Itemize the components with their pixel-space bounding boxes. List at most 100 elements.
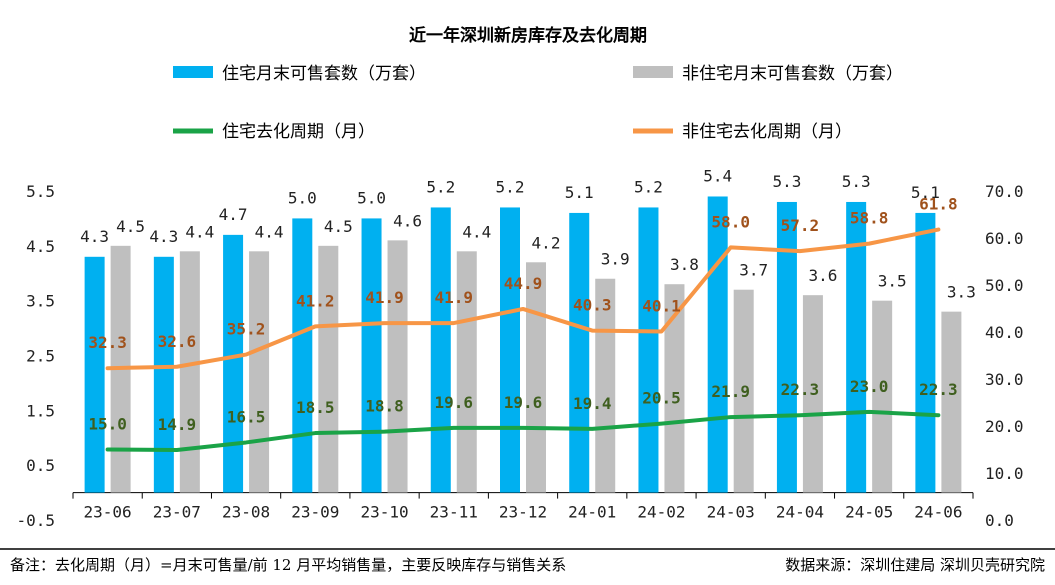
bar-res (776, 201, 797, 493)
nonres-cycle-label: 32.6 (158, 332, 197, 351)
legend-label-res-line: 住宅去化周期（月） (222, 122, 375, 142)
bar-nonres-label: 4.4 (255, 222, 284, 241)
bar-nonres (872, 300, 893, 493)
bar-nonres (941, 311, 962, 493)
res-cycle-label: 22.3 (781, 380, 820, 399)
right-axis-tick-label: 30.0 (985, 370, 1024, 389)
nonres-cycle-line (105, 227, 941, 371)
bar-nonres (664, 284, 685, 493)
nonres-cycle-label: 41.9 (435, 288, 474, 307)
bar-res (430, 207, 451, 493)
nonres-cycle-label: 40.3 (573, 296, 612, 315)
x-axis-tick-label: 24-03 (707, 503, 755, 522)
res-cycle-label: 16.5 (227, 407, 266, 426)
bar-res (84, 256, 105, 493)
bar-nonres-label: 4.4 (462, 222, 491, 241)
bar-res (292, 218, 313, 493)
left-axis-tick-label: 4.5 (26, 237, 55, 256)
left-axis-tick-label: 2.5 (26, 347, 55, 366)
x-axis-tick-label: 24-05 (845, 503, 893, 522)
bar-res-label: 5.4 (703, 166, 732, 185)
bar-res-label: 5.2 (426, 177, 455, 196)
nonres-cycle-label: 41.9 (365, 288, 404, 307)
bar-res-label: 4.3 (80, 227, 109, 246)
x-axis-tick-label: 24-01 (568, 503, 616, 522)
bar-res (223, 234, 244, 493)
legend-label-nonres-line: 非住宅去化周期（月） (682, 122, 852, 142)
res-cycle-label: 20.5 (642, 389, 681, 408)
footnote-note: 备注：去化周期（月）=月末可售量/前 12 月平均销售量，主要反映库存与销售关系 (10, 556, 566, 574)
res-cycle-label: 18.5 (296, 398, 335, 417)
plot-area: 5.5 4.5 3.5 2.5 1.5 0.5 -0.5 70.0 60.0 50.0 40.0 30… (16, 166, 1023, 530)
x-axis-tick-label: 23-08 (222, 503, 270, 522)
bar-nonres (318, 245, 339, 493)
right-axis-tick-label: 0.0 (985, 511, 1014, 530)
bar-nonres (733, 289, 754, 493)
bar-res (707, 196, 728, 493)
bar-nonres-label: 4.4 (185, 222, 214, 241)
bar-nonres-label: 4.5 (116, 217, 145, 236)
bar-res (915, 212, 936, 493)
bar-res-label: 5.0 (288, 188, 317, 207)
bar-nonres-label: 3.8 (670, 255, 699, 274)
x-axis-tick-label: 23-11 (430, 503, 478, 522)
right-axis-tick-label: 20.0 (985, 417, 1024, 436)
bar-nonres-label: 3.6 (808, 266, 837, 285)
legend: 住宅月末可售套数（万套） 非住宅月末可售套数（万套） 住宅去化周期（月） 非住宅… (173, 64, 903, 142)
nonres-cycle-label: 57.2 (781, 216, 820, 235)
left-axis-tick-label: 1.5 (26, 401, 55, 420)
nonres-cycle-label: 32.3 (88, 333, 127, 352)
bar-nonres (387, 240, 408, 493)
res-cycle-label: 22.3 (919, 380, 958, 399)
legend-swatch-nonres-bar (633, 66, 673, 78)
bar-res-label: 5.1 (911, 183, 940, 202)
bar-res (153, 256, 174, 493)
chart-title: 近一年深圳新房库存及去化周期 (409, 25, 647, 46)
legend-label-nonres-bar: 非住宅月末可售套数（万套） (682, 64, 903, 84)
right-axis-tick-label: 70.0 (985, 182, 1024, 201)
bar-res (569, 212, 590, 493)
nonres-cycle-label: 58.0 (711, 212, 750, 231)
footnote-source: 数据来源：深圳住建局 深圳贝壳研究院 (785, 556, 1045, 574)
right-axis-tick-label: 10.0 (985, 464, 1024, 483)
x-axis-tick-label: 24-06 (914, 503, 962, 522)
nonres-cycle-label: 58.8 (850, 209, 889, 228)
bar-res (361, 218, 382, 493)
res-cycle-label: 21.9 (711, 382, 750, 401)
nonres-cycle-label: 35.2 (227, 320, 266, 339)
res-cycle-label: 19.6 (504, 393, 543, 412)
res-cycle-label: 14.9 (158, 415, 197, 434)
bar-nonres-label: 4.6 (393, 211, 422, 230)
bar-res (846, 201, 867, 493)
left-axis-tick-label: 5.5 (26, 182, 55, 201)
bar-nonres-label: 4.2 (532, 233, 561, 252)
bar-nonres (456, 251, 477, 493)
bar-res-label: 5.2 (634, 177, 663, 196)
bar-nonres (249, 251, 270, 493)
bar-res-label: 4.7 (219, 205, 248, 224)
bar-res (638, 207, 659, 493)
bar-nonres (179, 251, 200, 493)
right-axis-tick-label: 50.0 (985, 276, 1024, 295)
bar-nonres-label: 3.7 (739, 261, 768, 280)
bar-res-label: 5.3 (772, 172, 801, 191)
left-axis-tick-label: 0.5 (26, 456, 55, 475)
x-axis-tick-label: 23-07 (153, 503, 201, 522)
nonres-cycle-label: 61.8 (919, 195, 958, 214)
bar-nonres-label: 3.3 (947, 283, 976, 302)
bar-nonres (802, 295, 823, 493)
legend-label-res-bar: 住宅月末可售套数（万套） (222, 64, 426, 84)
res-cycle-line (105, 409, 941, 452)
legend-swatch-res-bar (173, 66, 213, 78)
x-axis-tick-label: 23-12 (499, 503, 547, 522)
right-axis-tick-label: 40.0 (985, 323, 1024, 342)
bar-res (500, 207, 520, 493)
left-axis-tick-label: 3.5 (26, 292, 55, 311)
nonres-cycle-label: 44.9 (504, 274, 543, 293)
bar-res-label: 5.0 (357, 188, 386, 207)
x-axis-tick-label: 23-06 (84, 503, 132, 522)
bar-res-label: 5.2 (496, 177, 525, 196)
right-axis-tick-label: 60.0 (985, 229, 1024, 248)
bar-nonres-label: 4.5 (324, 217, 353, 236)
